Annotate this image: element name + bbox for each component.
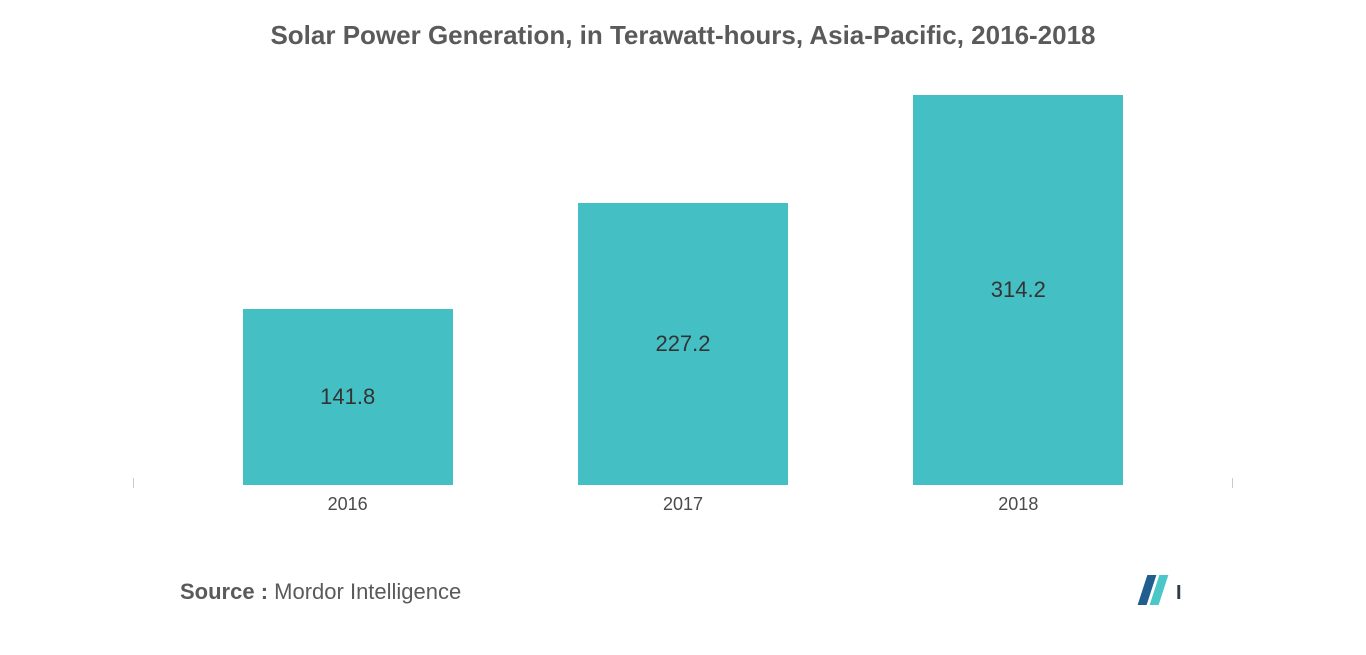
bar-slot-2016: 141.8 2016 bbox=[223, 80, 473, 485]
x-axis-label: 2016 bbox=[328, 494, 368, 515]
chart-plot-area: 141.8 2016 227.2 2017 314.2 2018 bbox=[180, 80, 1186, 485]
x-axis-label: 2017 bbox=[663, 494, 703, 515]
bar-value-label: 227.2 bbox=[655, 331, 710, 357]
source-value: Mordor Intelligence bbox=[274, 579, 461, 604]
axis-tick bbox=[133, 478, 134, 488]
bar-slot-2018: 314.2 2018 bbox=[893, 80, 1143, 485]
source-label: Source : bbox=[180, 579, 268, 604]
chart-title: Solar Power Generation, in Terawatt-hour… bbox=[0, 0, 1366, 51]
bar-value-label: 141.8 bbox=[320, 384, 375, 410]
bar-2016: 141.8 bbox=[243, 309, 453, 485]
bar-2018: 314.2 bbox=[913, 95, 1123, 485]
brand-logo-icon: I bbox=[1134, 573, 1196, 607]
svg-text:I: I bbox=[1176, 582, 1182, 604]
x-axis-label: 2018 bbox=[998, 494, 1038, 515]
bar-value-label: 314.2 bbox=[991, 277, 1046, 303]
bar-2017: 227.2 bbox=[578, 203, 788, 485]
source-attribution: Source : Mordor Intelligence bbox=[180, 579, 461, 605]
axis-tick bbox=[1232, 478, 1233, 488]
bar-slot-2017: 227.2 2017 bbox=[558, 80, 808, 485]
